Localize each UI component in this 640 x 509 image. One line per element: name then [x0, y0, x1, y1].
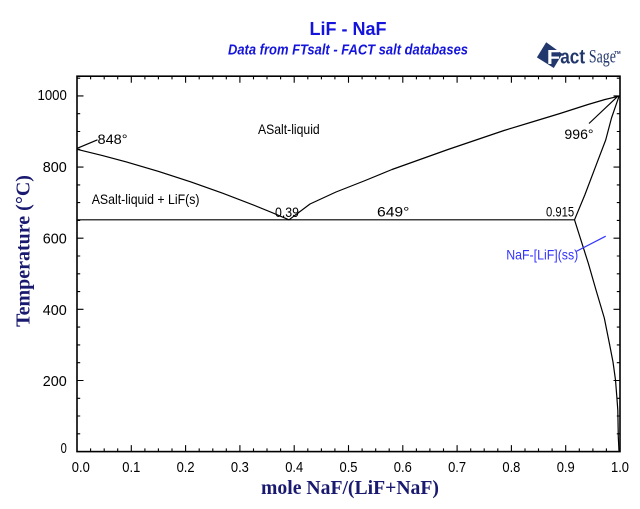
svg-text:0.915: 0.915 — [546, 204, 574, 220]
svg-text:0.8: 0.8 — [502, 459, 520, 476]
svg-text:1.0: 1.0 — [611, 459, 629, 476]
svg-text:0.39: 0.39 — [275, 204, 299, 220]
svg-text:ASalt-liquid + LiF(s): ASalt-liquid + LiF(s) — [92, 191, 200, 207]
svg-text:mole NaF/(LiF+NaF): mole NaF/(LiF+NaF) — [261, 477, 439, 499]
svg-text:200: 200 — [43, 373, 67, 390]
svg-text:0.5: 0.5 — [340, 459, 358, 476]
svg-text:800: 800 — [43, 159, 67, 176]
svg-text:NaF-[LiF](ss): NaF-[LiF](ss) — [506, 247, 578, 263]
svg-text:ASalt-liquid: ASalt-liquid — [258, 121, 320, 137]
svg-text:0.0: 0.0 — [72, 459, 90, 476]
svg-text:0.3: 0.3 — [231, 459, 249, 476]
svg-text:act: act — [560, 45, 585, 68]
svg-text:0.9: 0.9 — [557, 459, 575, 476]
svg-text:848°: 848° — [98, 131, 128, 147]
svg-text:0.1: 0.1 — [122, 459, 140, 476]
svg-text:F: F — [547, 47, 560, 69]
svg-text:0.4: 0.4 — [285, 459, 303, 476]
svg-text:LiF - NaF: LiF - NaF — [310, 19, 387, 39]
svg-text:0.7: 0.7 — [448, 459, 466, 476]
svg-text:TM: TM — [614, 50, 621, 55]
svg-text:Data from FTsalt - FACT salt d: Data from FTsalt - FACT salt databases — [228, 41, 468, 58]
svg-text:0.2: 0.2 — [177, 459, 195, 476]
svg-text:Sage: Sage — [589, 45, 616, 67]
svg-text:649°: 649° — [377, 204, 409, 220]
svg-text:400: 400 — [43, 302, 67, 319]
svg-text:0.6: 0.6 — [394, 459, 412, 476]
svg-text:600: 600 — [43, 230, 67, 247]
svg-text:0: 0 — [61, 440, 67, 457]
svg-text:Temperature (°C): Temperature (°C) — [13, 175, 35, 327]
svg-text:996°: 996° — [564, 126, 593, 142]
svg-text:1000: 1000 — [38, 87, 67, 104]
